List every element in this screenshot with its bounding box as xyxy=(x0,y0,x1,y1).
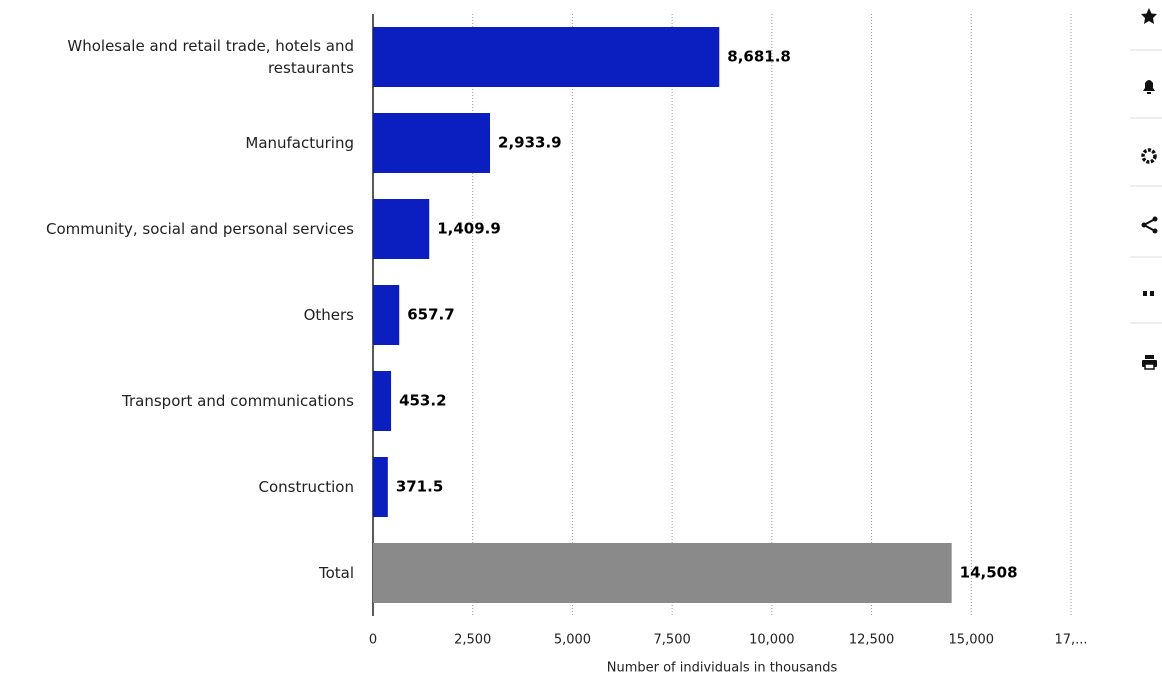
print-icon[interactable] xyxy=(1142,355,1157,370)
x-tick-label: 7,500 xyxy=(654,633,691,648)
bar xyxy=(373,457,388,517)
y-tick-label: Community, social and personal services xyxy=(46,220,354,238)
bar xyxy=(373,543,952,603)
bell-icon[interactable] xyxy=(1143,80,1155,94)
bar xyxy=(373,199,430,259)
value-label: 2,933.9 xyxy=(498,134,562,152)
x-tick-label: 2,500 xyxy=(454,633,491,648)
x-tick-label: 10,000 xyxy=(749,633,795,648)
y-tick-label: Wholesale and retail trade, hotels and r… xyxy=(67,37,354,77)
x-tick-label: 15,000 xyxy=(949,633,995,648)
star-icon[interactable] xyxy=(1141,8,1157,24)
x-tick-label: 5,000 xyxy=(554,633,591,648)
cite-icon[interactable] xyxy=(1143,291,1154,296)
toolbar xyxy=(1130,8,1162,370)
x-tick-label: 17,... xyxy=(1054,633,1087,648)
x-tick-label: 0 xyxy=(369,633,377,648)
bar xyxy=(373,371,392,431)
value-label: 8,681.8 xyxy=(727,48,791,66)
value-label: 1,409.9 xyxy=(437,220,501,238)
value-label: 14,508 xyxy=(960,564,1018,582)
bar xyxy=(373,27,720,87)
x-axis-title: Number of individuals in thousands xyxy=(607,661,838,676)
value-label: 371.5 xyxy=(396,478,443,496)
y-tick-label: Total xyxy=(318,564,354,582)
y-tick-label: Manufacturing xyxy=(245,134,354,152)
gear-icon[interactable] xyxy=(1141,148,1157,164)
value-label: 453.2 xyxy=(399,392,446,410)
share-icon[interactable] xyxy=(1141,216,1158,234)
y-tick-label: Construction xyxy=(258,478,354,496)
value-label: 657.7 xyxy=(407,306,454,324)
y-tick-label: Others xyxy=(303,306,354,324)
y-tick-label: Transport and communications xyxy=(122,392,354,410)
bar xyxy=(373,285,400,345)
x-tick-label: 12,500 xyxy=(849,633,895,648)
bar xyxy=(373,113,491,173)
